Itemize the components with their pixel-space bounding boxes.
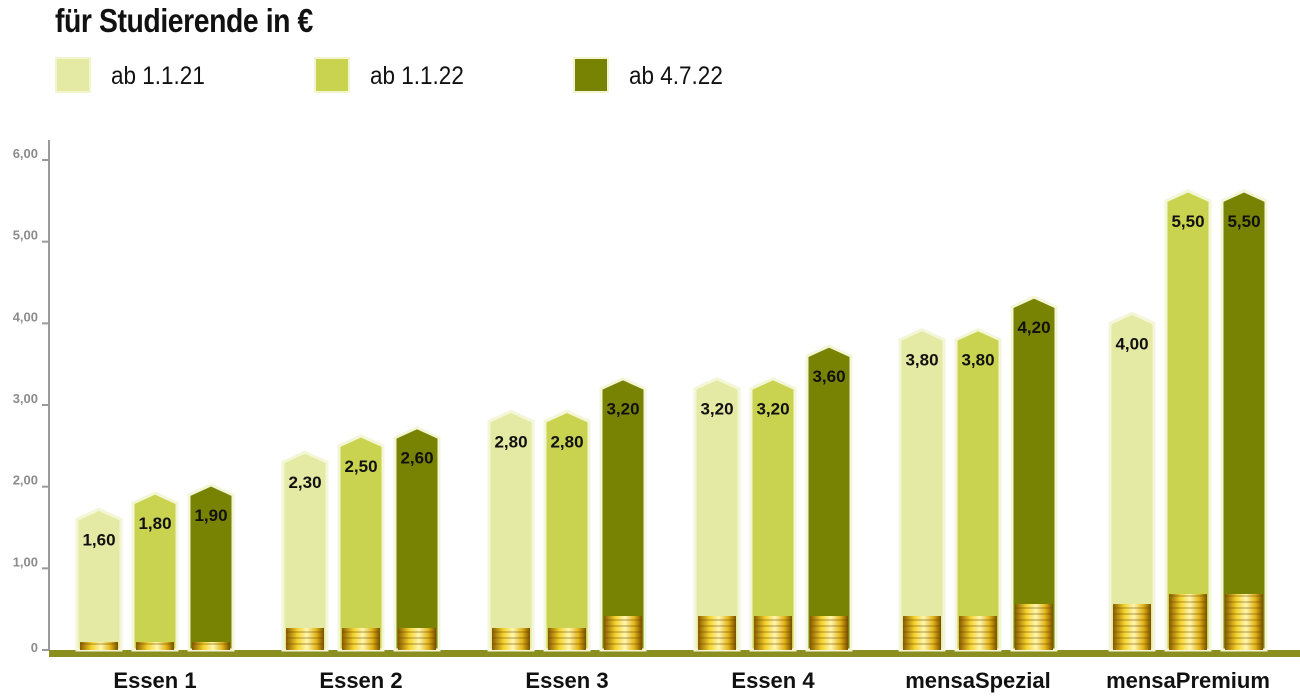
data-label-essen-3-0: 2,80 <box>494 432 527 451</box>
x-tick-label-essen-3: Essen 3 <box>525 668 608 693</box>
data-label-mensapremium-2: 5,50 <box>1227 212 1260 231</box>
data-label-essen-1-2: 1,90 <box>194 506 227 525</box>
data-label-essen-1-1: 1,80 <box>138 514 171 533</box>
y-tick-label-5: 5,00 <box>13 228 38 243</box>
data-label-essen-4-1: 3,20 <box>756 400 789 419</box>
y-tick-label-0: 0 <box>31 640 38 655</box>
coin-stack-mensaspezial-0 <box>903 616 941 650</box>
coin-stack-essen-4-0 <box>698 616 736 650</box>
data-label-mensaspezial-1: 3,80 <box>961 351 994 370</box>
coin-stack-essen-3-2 <box>604 616 642 650</box>
coin-stack-mensapremium-0 <box>1113 604 1151 650</box>
y-tick-label-1: 1,00 <box>13 554 38 569</box>
x-tick-label-mensaspezial: mensaSpezial <box>905 668 1051 693</box>
data-label-mensapremium-1: 5,50 <box>1171 212 1204 231</box>
coin-stack-essen-2-1 <box>342 628 380 650</box>
data-label-mensaspezial-2: 4,20 <box>1017 318 1050 337</box>
bar-essen-4-2 <box>805 344 853 652</box>
legend-swatch <box>55 57 91 93</box>
chart-title: für Studierende in € <box>55 2 313 39</box>
data-label-essen-2-1: 2,50 <box>344 457 377 476</box>
bar-essen-3-2 <box>599 377 647 652</box>
coin-stack-mensapremium-2 <box>1225 594 1263 650</box>
coin-stack-mensapremium-1 <box>1169 594 1207 650</box>
coin-stack-essen-3-0 <box>492 628 530 650</box>
x-tick-label-essen-1: Essen 1 <box>113 668 196 693</box>
y-tick-label-6: 6,00 <box>13 146 38 161</box>
bar-essen-4-0 <box>693 377 741 652</box>
bar-mensaspezial-0 <box>898 328 946 652</box>
data-label-essen-1-0: 1,60 <box>82 530 115 549</box>
bar-mensapremium-2 <box>1220 189 1268 652</box>
y-tick-label-4: 4,00 <box>13 309 38 324</box>
coin-stack-mensaspezial-2 <box>1015 604 1053 650</box>
legend-label: ab 1.1.22 <box>370 62 464 90</box>
bar-mensapremium-1 <box>1164 189 1212 652</box>
coin-stack-essen-2-2 <box>398 628 436 650</box>
y-tick-label-3: 3,00 <box>13 391 38 406</box>
bar-essen-4-1 <box>749 377 797 652</box>
x-axis-line <box>49 650 1300 657</box>
x-tick-label-essen-2: Essen 2 <box>319 668 402 693</box>
coin-stack-essen-1-2 <box>192 642 230 650</box>
coin-stack-essen-4-2 <box>810 616 848 650</box>
coin-stack-essen-1-1 <box>136 642 174 650</box>
data-label-essen-3-2: 3,20 <box>606 400 639 419</box>
data-label-mensapremium-0: 4,00 <box>1115 334 1148 353</box>
bar-mensaspezial-1 <box>954 328 1002 652</box>
data-label-mensaspezial-0: 3,80 <box>905 351 938 370</box>
bar-mensaspezial-2 <box>1010 295 1058 652</box>
data-label-essen-4-2: 3,60 <box>812 367 845 386</box>
data-label-essen-2-0: 2,30 <box>288 473 321 492</box>
coin-stack-essen-1-0 <box>80 642 118 650</box>
legend-swatch <box>573 57 609 93</box>
legend-label: ab 4.7.22 <box>629 62 723 90</box>
x-tick-label-essen-4: Essen 4 <box>731 668 815 693</box>
legend-label: ab 1.1.21 <box>111 62 205 90</box>
coin-stack-mensaspezial-1 <box>959 616 997 650</box>
x-tick-label-mensapremium: mensaPremium <box>1106 668 1270 693</box>
coin-stack-essen-4-1 <box>754 616 792 650</box>
legend-swatch <box>314 57 350 93</box>
coin-stack-essen-3-1 <box>548 628 586 650</box>
bar-mensapremium-0 <box>1108 311 1156 652</box>
y-tick-label-2: 2,00 <box>13 473 38 488</box>
data-label-essen-2-2: 2,60 <box>400 449 433 468</box>
data-label-essen-4-0: 3,20 <box>700 400 733 419</box>
data-label-essen-3-1: 2,80 <box>550 432 583 451</box>
coin-stack-essen-2-0 <box>286 628 324 650</box>
